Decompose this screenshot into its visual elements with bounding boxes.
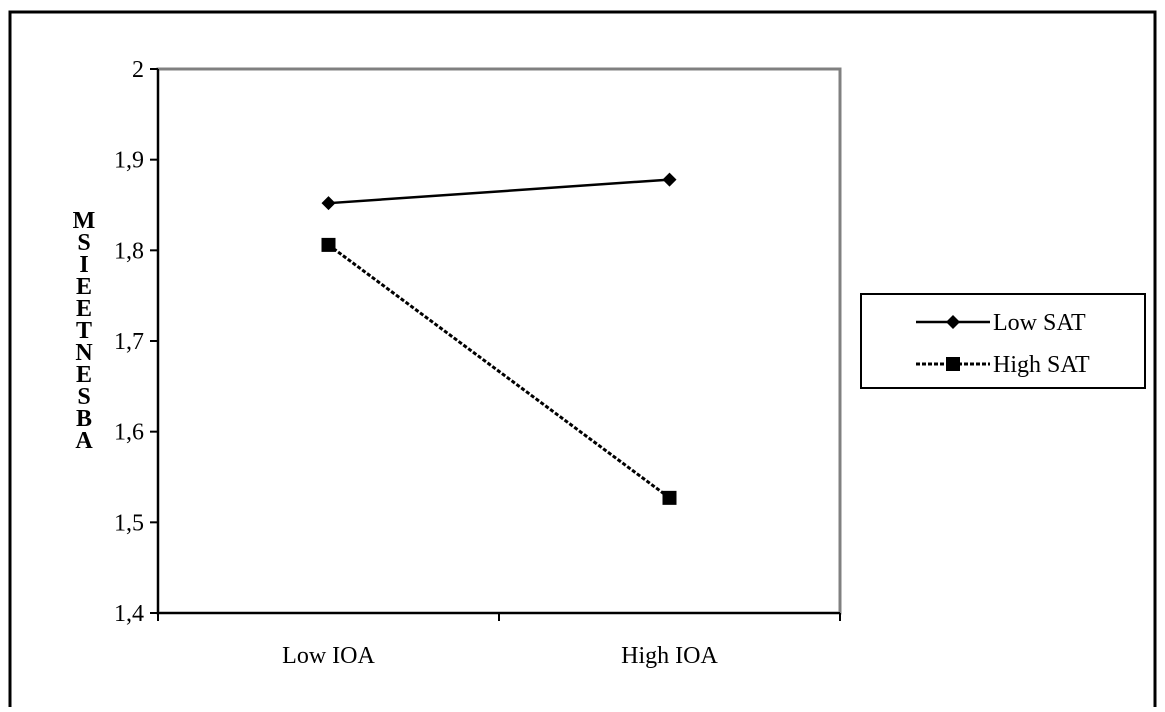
data-point-square xyxy=(662,490,677,505)
y-axis-label-char: S xyxy=(77,384,90,410)
x-axis-ticks: Low IOA High IOA xyxy=(157,613,841,669)
y-tick-label: 1,7 xyxy=(114,329,144,355)
data-point-diamond xyxy=(321,196,336,211)
data-point-diamond xyxy=(946,315,960,329)
series-line xyxy=(327,243,671,500)
series-line xyxy=(328,178,670,205)
y-axis-label-char: B xyxy=(76,406,92,432)
y-axis-label-char: E xyxy=(76,362,92,388)
legend-item: Low SAT xyxy=(916,310,1086,336)
y-axis-label-char: E xyxy=(76,274,92,300)
legend-label: High SAT xyxy=(993,352,1090,378)
y-axis-label-char: T xyxy=(76,318,92,344)
x-tick-label: High IOA xyxy=(621,643,718,669)
y-tick-label: 1,5 xyxy=(114,510,144,536)
y-tick-label: 1,6 xyxy=(114,420,144,446)
y-axis-label-char: A xyxy=(75,428,93,454)
legend: Low SAT High SAT xyxy=(860,293,1146,389)
y-tick-label: 1,8 xyxy=(114,238,144,264)
data-point-square xyxy=(321,237,336,252)
y-tick-label: 1,9 xyxy=(114,148,144,174)
x-tick-label: Low IOA xyxy=(282,643,375,669)
y-tick-label: 1,4 xyxy=(114,601,144,627)
y-axis-label-char: E xyxy=(76,296,92,322)
y-axis-ticks: 1,4 1,5 1,6 1,7 1,8 1,9 2 xyxy=(114,57,158,627)
plot-area xyxy=(156,67,842,615)
legend-label: Low SAT xyxy=(993,310,1086,336)
series-high-sat xyxy=(321,237,677,505)
y-tick-label: 2 xyxy=(132,57,144,83)
data-point-square xyxy=(946,357,960,371)
series-low-sat xyxy=(321,172,677,211)
data-point-diamond xyxy=(662,172,677,187)
legend-box xyxy=(860,293,1146,389)
y-axis-label-char: N xyxy=(75,340,93,366)
legend-item: High SAT xyxy=(916,352,1090,378)
y-axis-label-char: M xyxy=(73,208,96,234)
y-axis-label-char: I xyxy=(79,252,88,278)
series-layer xyxy=(321,172,677,505)
y-axis-label-char: S xyxy=(77,230,90,256)
